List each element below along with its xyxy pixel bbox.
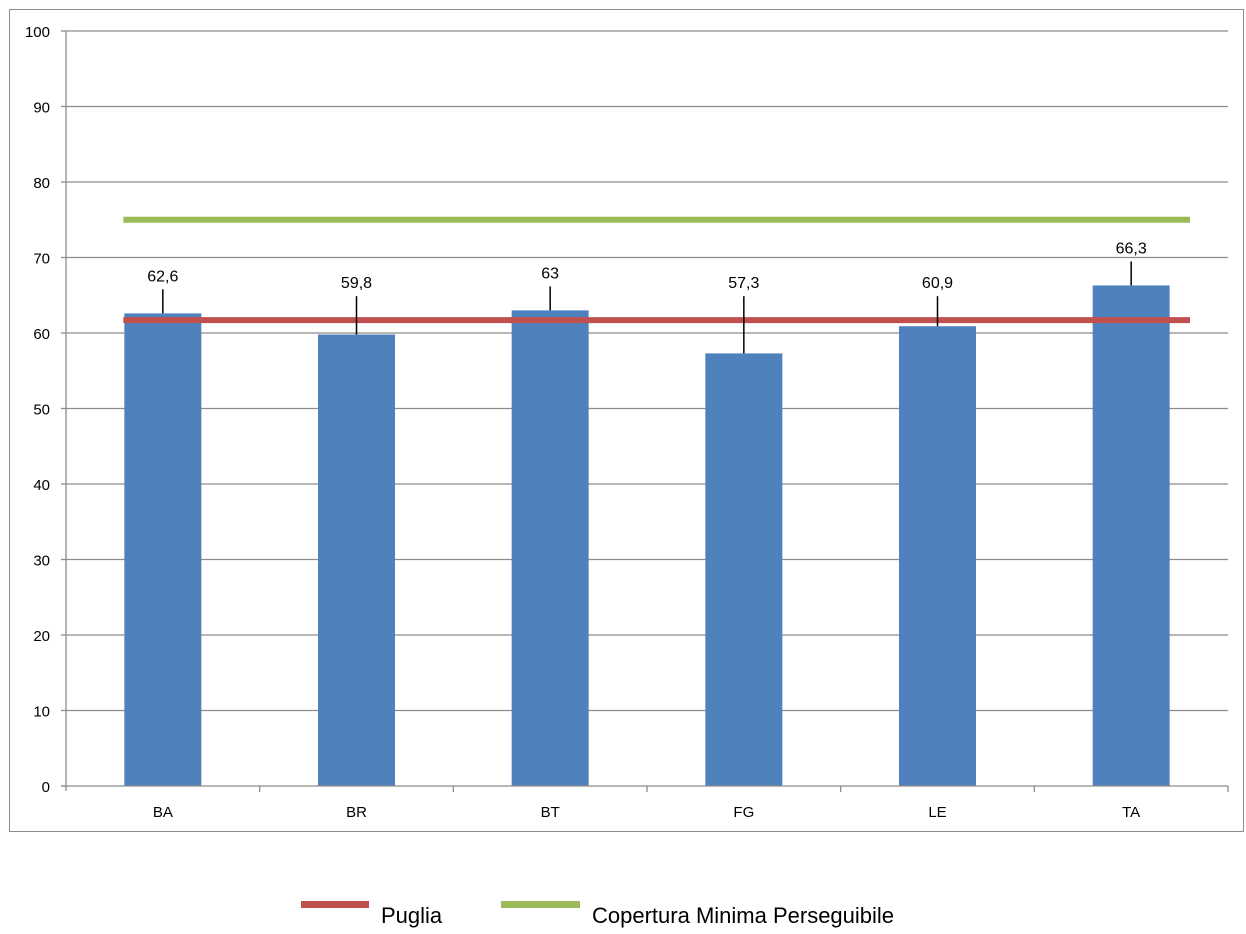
legend-swatch-puglia: [301, 901, 369, 908]
reference-lines: [123, 216, 1190, 324]
bars-group: [124, 285, 1170, 786]
axes: [61, 30, 1229, 792]
bar-fg: [705, 353, 783, 786]
legend: Puglia Copertura Minima Perseguibile: [301, 901, 894, 928]
data-label-ta: 66,3: [1116, 240, 1147, 257]
data-label-fg: 57,3: [728, 275, 759, 292]
x-tick-label: FG: [733, 804, 754, 821]
bar-ta: [1092, 285, 1170, 786]
y-tick-label: 0: [42, 779, 50, 796]
x-tick-labels: BA BR BT FG LE TA: [153, 804, 1140, 821]
bar-br: [318, 334, 395, 786]
y-tick-label: 10: [33, 704, 50, 721]
x-tick-label: TA: [1122, 804, 1140, 821]
y-tick-label: 30: [33, 553, 50, 570]
legend-swatch-copertura: [501, 901, 580, 908]
y-tick-label: 40: [33, 477, 50, 494]
data-label-ba: 62,6: [147, 268, 178, 285]
y-tick-labels: 0 10 20 30 40 50 60 70 80 90 100: [25, 24, 50, 796]
y-tick-label: 20: [33, 628, 50, 645]
x-tick-label: LE: [928, 804, 946, 821]
bar-bt: [511, 310, 589, 786]
x-tick-label: BT: [541, 804, 560, 821]
legend-label-copertura: Copertura Minima Perseguibile: [592, 903, 894, 928]
data-label-br: 59,8: [341, 275, 372, 292]
bar-ba: [124, 313, 202, 786]
x-tick-label: BA: [153, 804, 173, 821]
gridlines: [66, 30, 1228, 712]
chart-frame: [9, 9, 1244, 832]
legend-label-puglia: Puglia: [381, 903, 443, 928]
data-labels: 62,6 59,8 63 57,3 60,9 66,3: [147, 240, 1147, 354]
x-tick-label: BR: [346, 804, 367, 821]
bar-le: [899, 326, 976, 786]
y-tick-label: 70: [33, 251, 50, 268]
y-tick-label: 90: [33, 100, 50, 117]
y-tick-label: 50: [33, 402, 50, 419]
y-tick-label: 60: [33, 326, 50, 343]
y-tick-label: 100: [25, 24, 50, 41]
data-label-bt: 63: [541, 265, 559, 282]
y-tick-label: 80: [33, 175, 50, 192]
data-label-le: 60,9: [922, 275, 953, 292]
